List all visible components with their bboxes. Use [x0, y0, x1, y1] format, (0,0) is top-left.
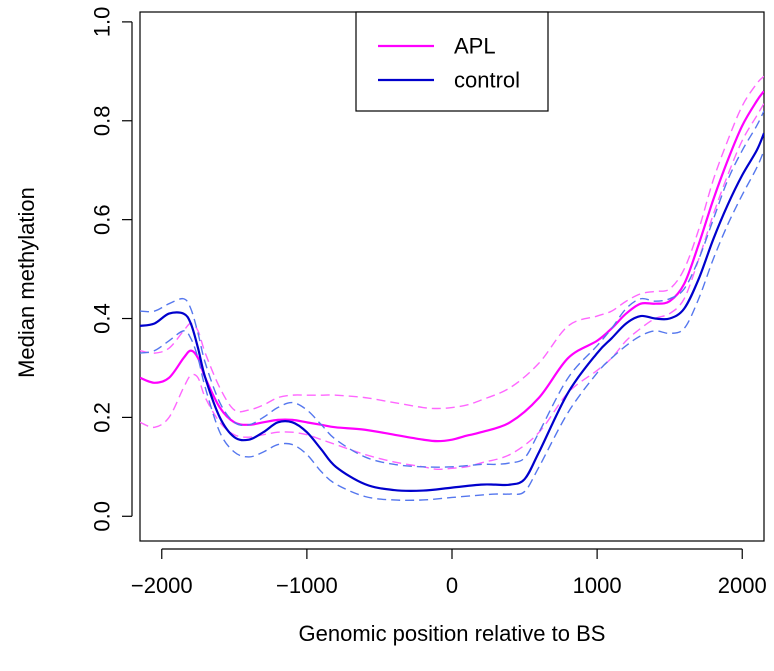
legend-label-apl: APL — [454, 34, 496, 59]
series-line-control-median — [140, 132, 764, 492]
y-tick-label: 0.6 — [90, 204, 115, 235]
y-tick-label: 0.2 — [90, 402, 115, 433]
series-line-apl-median — [140, 90, 764, 443]
x-tick-label: −2000 — [131, 573, 193, 598]
series-line-apl-upper — [140, 75, 764, 413]
x-tick-label: 0 — [446, 573, 458, 598]
y-tick-label: 0.0 — [90, 501, 115, 532]
y-tick-label: 0.4 — [90, 303, 115, 334]
y-tick-label: 1.0 — [90, 7, 115, 38]
series-line-control-upper — [140, 110, 764, 468]
x-tick-label: −1000 — [276, 573, 338, 598]
series-line-apl-lower — [140, 103, 764, 471]
x-tick-label: 1000 — [573, 573, 622, 598]
legend-label-control: control — [454, 68, 520, 93]
legend: APL control — [355, 11, 549, 112]
x-axis-title: Genomic position relative to BS — [299, 621, 606, 646]
legend-box — [355, 11, 549, 112]
series-layer — [140, 75, 764, 502]
x-axis: −2000 −1000 0 1000 2000 — [131, 548, 767, 598]
y-axis-title: Median methylation — [14, 187, 39, 378]
y-axis: 0.0 0.2 0.4 0.6 0.8 1.0 — [90, 7, 133, 532]
series-line-control-lower — [140, 150, 764, 502]
x-tick-label: 2000 — [718, 573, 767, 598]
y-tick-label: 0.8 — [90, 105, 115, 136]
